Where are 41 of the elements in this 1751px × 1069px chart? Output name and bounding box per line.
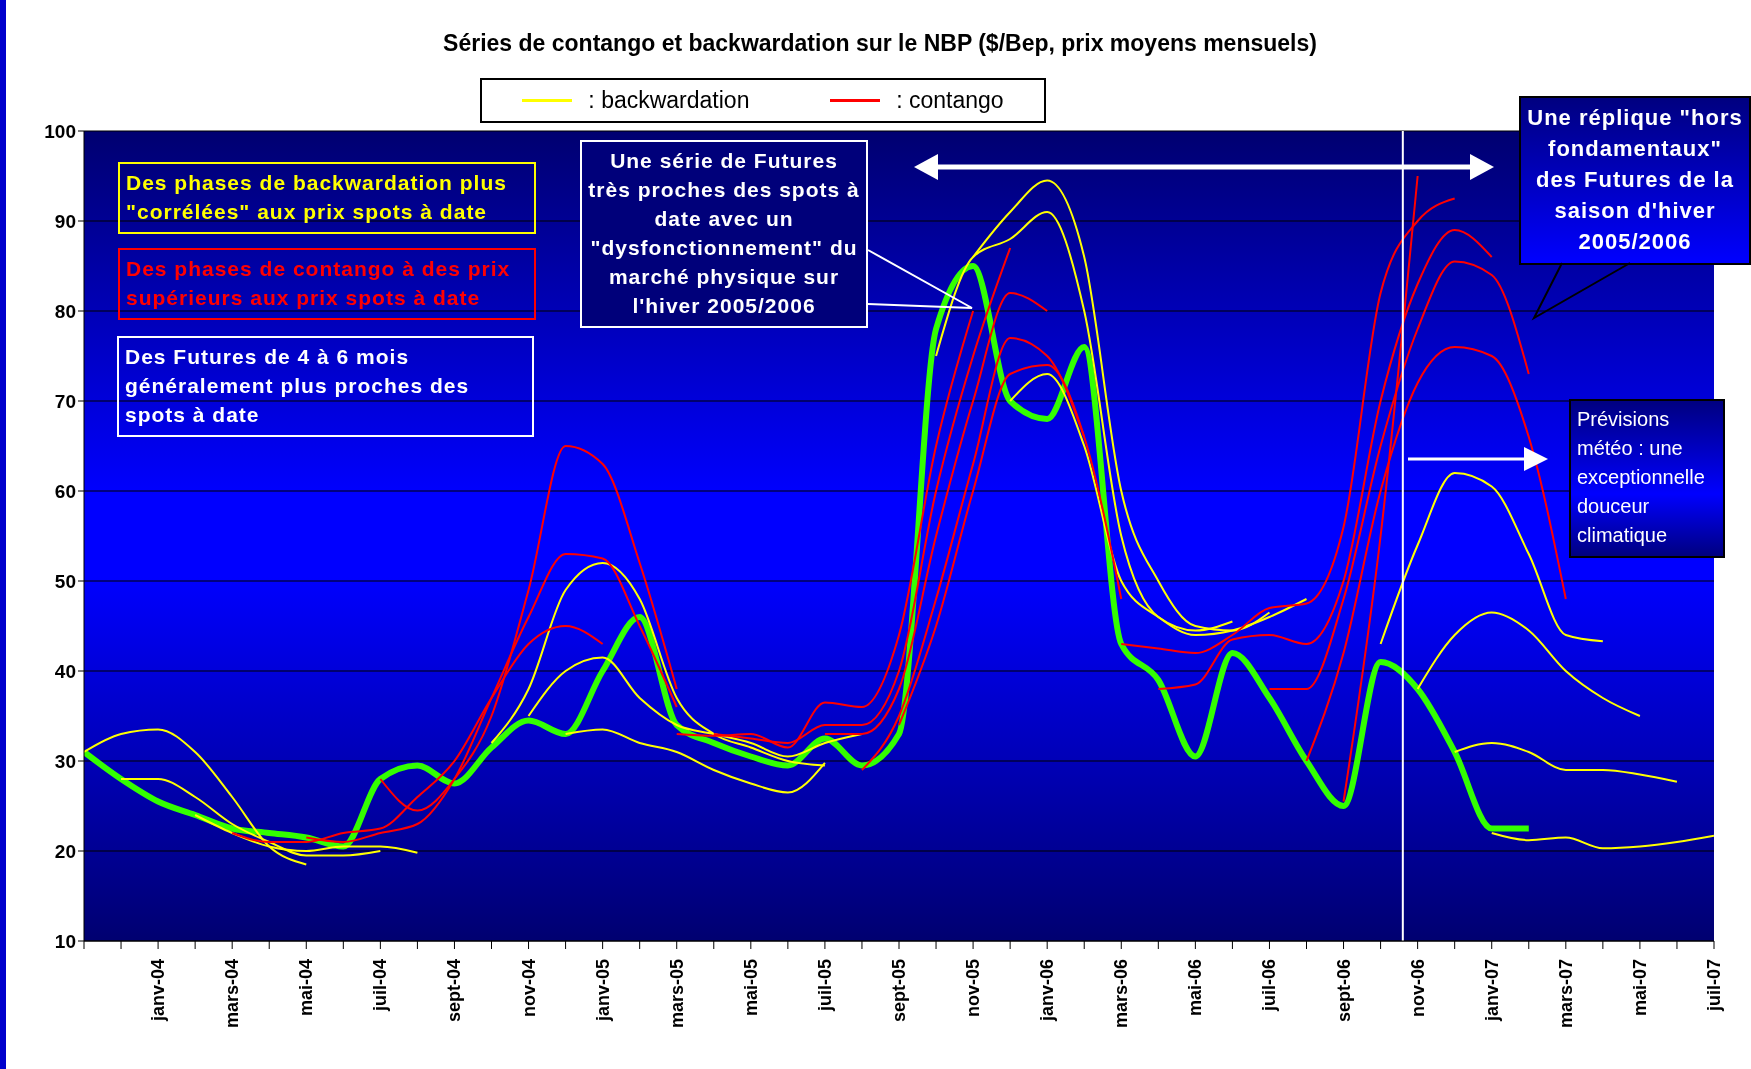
annotation: Une série de Futures très proches des spots à date avec un "dysfonctionnement" du marché physique sur l'hiver 2005/2006 bbox=[580, 140, 868, 328]
annotation: Prévisions météo : une exceptionnelle douceur climatique bbox=[1569, 399, 1725, 558]
x-tick-label: mai-04 bbox=[296, 959, 317, 1017]
annotation: Une réplique "hors fondamentaux" des Futures de la saison d'hiver 2005/2006 bbox=[1519, 96, 1751, 265]
x-tick-label: juil-07 bbox=[1704, 959, 1724, 1013]
y-tick-label: 50 bbox=[54, 570, 76, 592]
y-tick-label: 80 bbox=[54, 300, 76, 322]
x-tick-label: janv-07 bbox=[1481, 959, 1502, 1023]
x-tick-label: sept-04 bbox=[444, 959, 465, 1023]
x-tick-label: mars-06 bbox=[1111, 959, 1132, 1029]
annotation: Des phases de contango à des prix supérieurs aux prix spots à date bbox=[118, 248, 536, 320]
y-tick-label: 30 bbox=[54, 750, 76, 772]
y-tick-label: 70 bbox=[54, 390, 76, 412]
x-tick-label: mai-05 bbox=[740, 959, 761, 1017]
x-tick-label: nov-04 bbox=[518, 959, 539, 1018]
annotation: Des phases de backwardation plus "corrélées" aux prix spots à date bbox=[118, 162, 536, 234]
x-tick-label: juil-04 bbox=[370, 959, 391, 1013]
x-tick-label: mai-07 bbox=[1629, 959, 1650, 1017]
x-tick-label: mars-07 bbox=[1555, 959, 1576, 1029]
x-tick-label: juil-05 bbox=[814, 959, 835, 1013]
x-tick-label: mars-04 bbox=[222, 959, 243, 1029]
y-tick-label: 100 bbox=[44, 120, 76, 142]
x-tick-label: mai-06 bbox=[1185, 959, 1206, 1017]
x-tick-label: janv-05 bbox=[592, 959, 613, 1023]
legend-label: : contango bbox=[896, 87, 1004, 114]
x-tick-label: nov-06 bbox=[1407, 959, 1428, 1018]
annotation: Des Futures de 4 à 6 mois généralement plus proches des spots à date bbox=[117, 336, 534, 437]
x-tick-label: janv-04 bbox=[148, 959, 169, 1023]
y-tick-label: 40 bbox=[54, 660, 76, 682]
y-tick-label: 20 bbox=[54, 840, 76, 862]
x-tick-label: juil-06 bbox=[1259, 959, 1280, 1013]
x-tick-label: mars-05 bbox=[666, 959, 687, 1029]
x-tick-label: sept-05 bbox=[889, 959, 909, 1023]
chart-title: Séries de contango et backwardation sur le NBP ($/Bep, prix moyens mensuels) bbox=[442, 30, 1318, 57]
y-tick-label: 10 bbox=[54, 930, 76, 952]
y-tick-label: 60 bbox=[54, 480, 76, 502]
y-tick-label: 90 bbox=[54, 210, 76, 232]
x-tick-label: sept-06 bbox=[1333, 959, 1354, 1023]
x-tick-label: nov-05 bbox=[963, 959, 984, 1018]
x-tick-label: janv-06 bbox=[1037, 959, 1058, 1023]
legend-label: : backwardation bbox=[588, 87, 750, 114]
